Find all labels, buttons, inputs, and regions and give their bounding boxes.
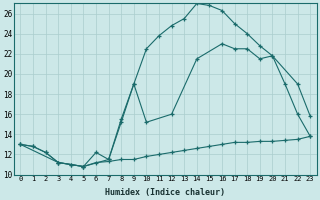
X-axis label: Humidex (Indice chaleur): Humidex (Indice chaleur) — [105, 188, 225, 197]
